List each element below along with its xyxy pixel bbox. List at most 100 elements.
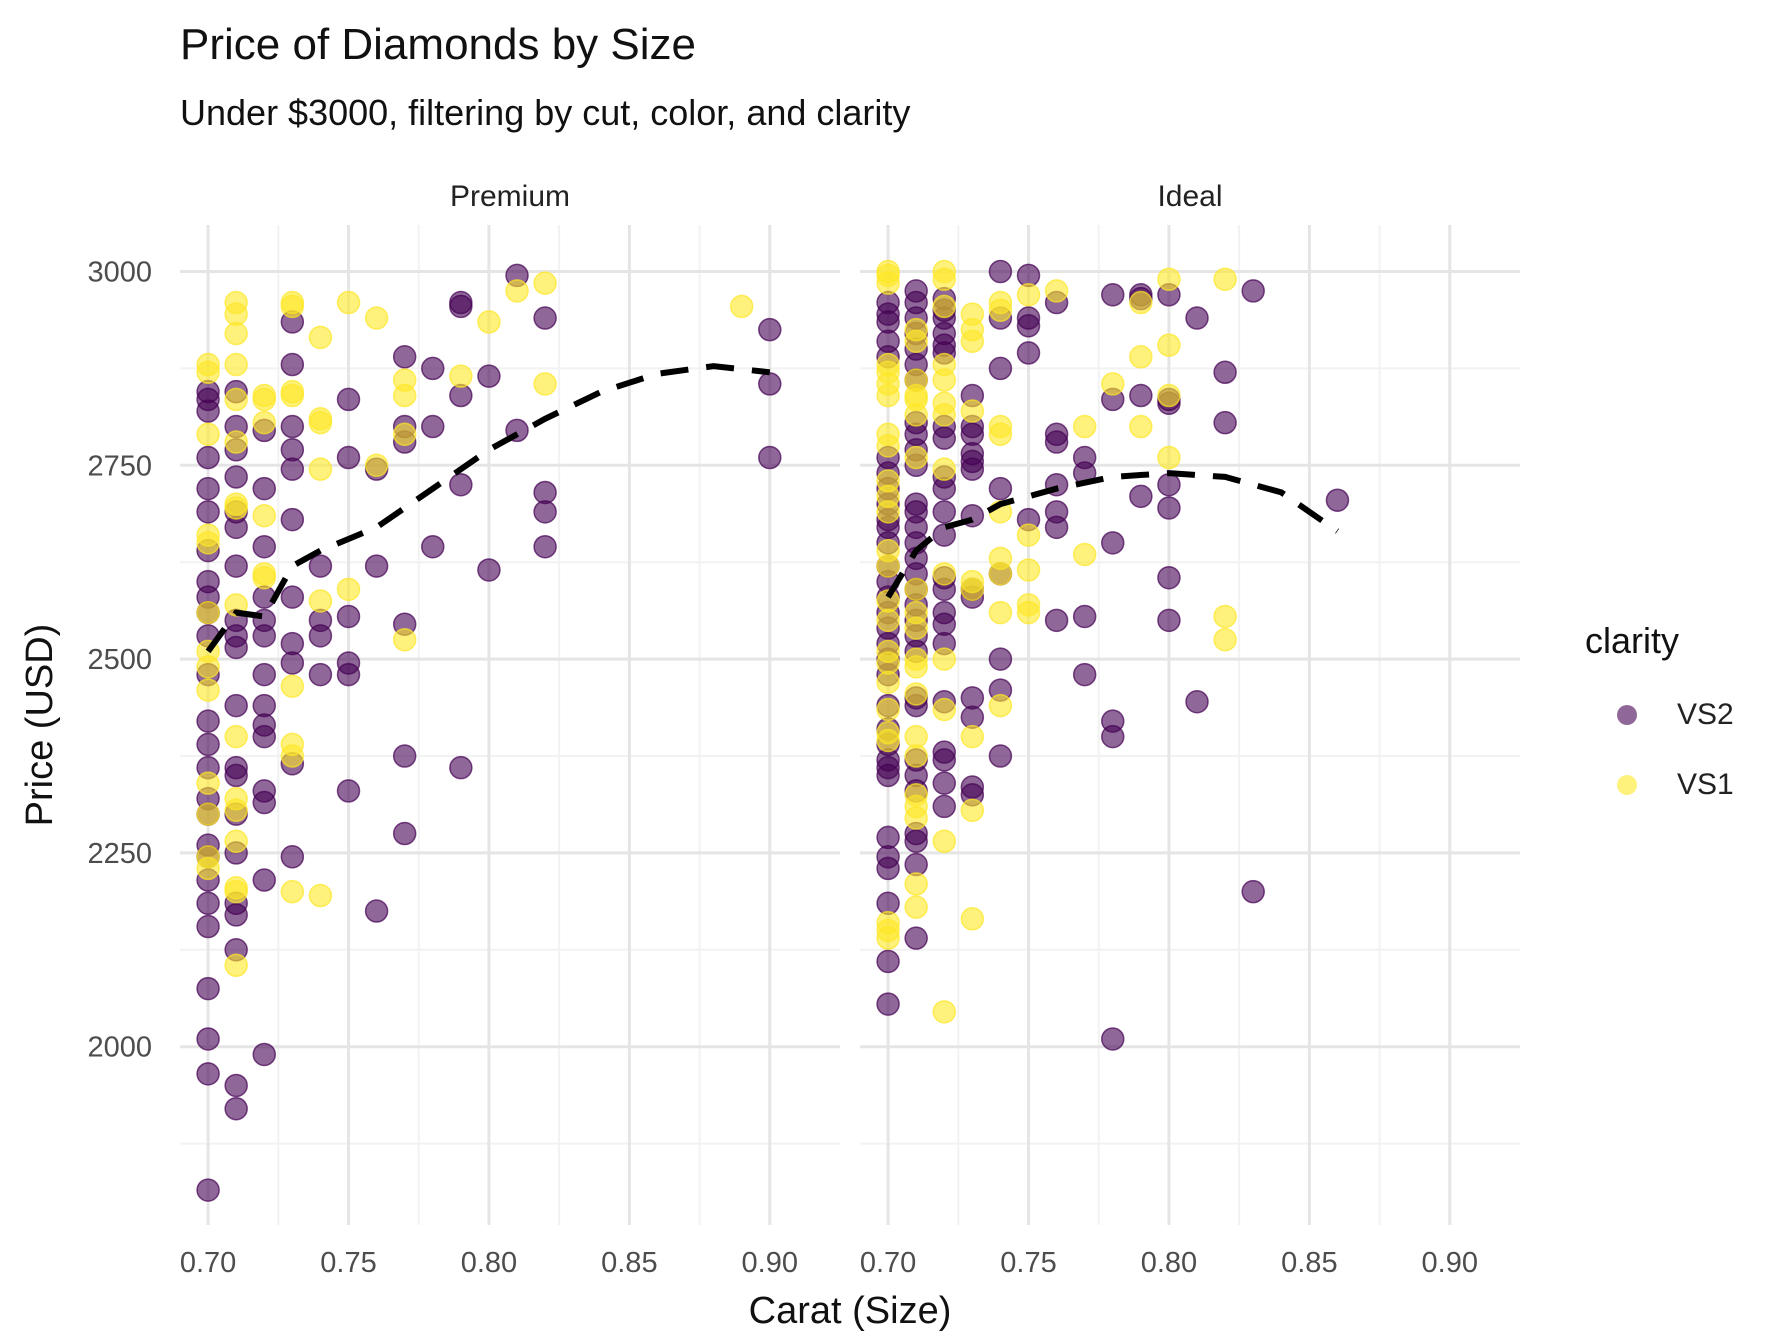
data-point-vs2 — [932, 794, 957, 819]
data-point-vs1 — [1213, 267, 1237, 292]
data-point-vs1 — [932, 647, 957, 671]
data-point-vs1 — [1213, 604, 1237, 629]
data-point-vs2 — [876, 992, 900, 1016]
data-point-vs1 — [196, 531, 220, 555]
data-point-vs1 — [960, 399, 985, 423]
data-point-vs1 — [876, 926, 900, 950]
data-point-vs2 — [1072, 604, 1097, 629]
data-point-vs1 — [1072, 542, 1097, 567]
data-point-vs2 — [336, 779, 361, 803]
data-point-vs2 — [449, 472, 473, 497]
data-point-vs1 — [392, 383, 417, 408]
data-point-vs2 — [932, 500, 957, 524]
data-point-vs1 — [904, 806, 928, 830]
data-point-vs2 — [960, 457, 985, 481]
data-point-vs2 — [449, 755, 473, 780]
data-point-vs1 — [1157, 333, 1181, 357]
data-point-vs1 — [1016, 558, 1041, 582]
data-point-vs1 — [932, 294, 957, 319]
data-point-vs2 — [1213, 360, 1237, 385]
y-tick-label: 2000 — [87, 1032, 152, 1064]
data-point-vs1 — [904, 577, 928, 602]
data-point-vs2 — [904, 926, 928, 950]
facet-label: Ideal — [1157, 180, 1222, 213]
data-point-vs2 — [280, 352, 305, 377]
data-point-vs1 — [196, 422, 220, 447]
data-point-vs2 — [1241, 279, 1265, 303]
data-point-vs2 — [1157, 565, 1181, 590]
data-point-vs2 — [932, 426, 957, 450]
data-point-vs2 — [196, 891, 220, 916]
data-point-vs1 — [364, 306, 389, 330]
data-point-vs2 — [421, 534, 445, 559]
x-tick-label: 0.85 — [1281, 1247, 1337, 1279]
chart-subtitle: Under $3000, filtering by cut, color, an… — [180, 92, 911, 133]
data-point-vs1 — [1016, 283, 1041, 307]
data-point-vs1 — [196, 771, 220, 795]
data-point-vs2 — [252, 1042, 277, 1067]
data-point-vs2 — [252, 476, 277, 501]
data-point-vs1 — [876, 608, 900, 633]
data-point-vs2 — [224, 465, 248, 489]
data-point-vs1 — [1129, 345, 1153, 369]
data-point-vs1 — [196, 655, 220, 679]
data-point-vs1 — [876, 383, 900, 408]
data-point-vs1 — [252, 503, 277, 528]
data-point-vs1 — [308, 883, 333, 908]
data-point-vs2 — [932, 771, 957, 795]
data-point-vs1 — [1213, 627, 1237, 652]
data-point-vs2 — [224, 554, 248, 578]
data-point-vs2 — [932, 523, 957, 547]
data-point-vs1 — [1129, 414, 1153, 439]
data-point-vs2 — [1185, 306, 1209, 330]
data-point-vs1 — [1016, 600, 1041, 625]
data-point-vs1 — [308, 325, 333, 350]
data-point-vs1 — [196, 856, 220, 881]
data-point-vs2 — [280, 507, 305, 532]
data-point-vs1 — [196, 360, 220, 385]
data-point-vs2 — [758, 317, 782, 342]
data-point-vs2 — [1129, 484, 1153, 509]
data-point-vs1 — [392, 422, 417, 447]
data-point-vs1 — [960, 907, 985, 931]
trend-line — [205, 363, 771, 654]
data-point-vs2 — [758, 372, 782, 396]
data-point-vs1 — [449, 364, 473, 388]
data-point-vs1 — [960, 329, 985, 354]
data-point-vs1 — [932, 829, 957, 854]
data-point-vs2 — [421, 356, 445, 381]
data-point-vs1 — [224, 321, 248, 346]
data-point-vs1 — [224, 953, 248, 978]
data-point-vs1 — [533, 372, 557, 396]
data-point-vs1 — [729, 294, 754, 319]
data-point-vs1 — [932, 368, 957, 392]
y-axis-title: Price (USD) — [19, 624, 61, 827]
data-point-vs2 — [280, 845, 305, 869]
data-point-vs2 — [988, 356, 1013, 381]
data-point-vs2 — [1101, 283, 1125, 307]
legend-swatch-vs2 — [1617, 705, 1637, 725]
data-point-vs1 — [988, 693, 1013, 718]
data-point-vs2 — [477, 558, 501, 582]
legend-item-vs1: VS1 — [1585, 750, 1734, 820]
data-point-vs2 — [280, 457, 305, 481]
data-point-vs1 — [904, 872, 928, 896]
data-point-vs2 — [876, 856, 900, 881]
data-point-vs2 — [224, 763, 248, 788]
data-point-vs2 — [252, 868, 277, 892]
x-tick-label: 0.75 — [1000, 1247, 1056, 1279]
data-point-vs1 — [988, 600, 1013, 625]
data-point-vs1 — [988, 562, 1013, 586]
data-point-vs2 — [1213, 410, 1237, 435]
data-point-vs1 — [1101, 372, 1125, 396]
data-point-vs1 — [876, 697, 900, 722]
data-point-vs1 — [224, 879, 248, 904]
data-point-vs1 — [224, 387, 248, 412]
data-point-vs1 — [904, 655, 928, 679]
data-point-vs1 — [876, 434, 900, 458]
data-point-vs2 — [196, 976, 220, 1001]
data-point-vs2 — [533, 500, 557, 524]
data-point-vs2 — [1325, 488, 1350, 512]
data-point-vs2 — [533, 534, 557, 559]
